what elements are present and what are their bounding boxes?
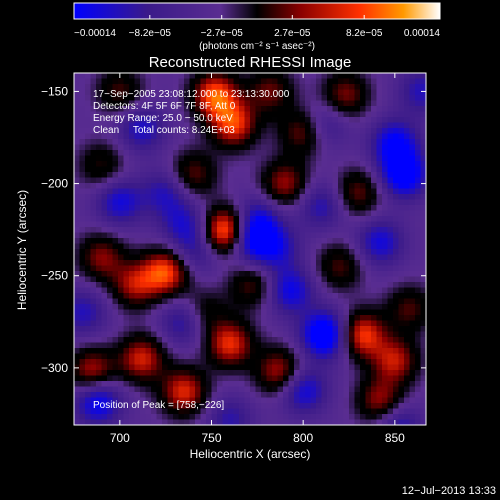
y-tick-label: −300 — [41, 361, 68, 375]
x-tick-label: 750 — [201, 431, 221, 445]
plot-frame — [73, 72, 427, 426]
colorbar-ticks — [73, 15, 441, 19]
footer-timestamp: 12−Jul−2013 13:33 — [402, 485, 496, 497]
colorbar-tick-label: −0.00014 — [74, 28, 116, 39]
colorbar-tick-label: −2.7e−05 — [201, 28, 244, 39]
colorbar-tick-label: 8.2e−05 — [346, 28, 383, 39]
y-tick-label: −250 — [41, 269, 68, 283]
colorbar-tick-label: −8.2e−05 — [129, 28, 172, 39]
x-tick-label: 700 — [110, 431, 130, 445]
x-tick-label: 800 — [293, 431, 313, 445]
colorbar-units: (photons cm⁻² s⁻¹ asec⁻²) — [199, 41, 315, 52]
colorbar — [73, 2, 441, 20]
colorbar-tick-label: 0.00014 — [404, 28, 441, 39]
peak-annotation: Position of Peak = [758,−226] — [93, 400, 224, 411]
y-axis-ticks: −150 −200 −250 −300 — [41, 84, 426, 375]
annotation-energy: Energy Range: 25.0 − 50.0 keV — [93, 113, 233, 124]
heatmap-image — [74, 73, 426, 425]
y-tick-label: −200 — [41, 177, 68, 191]
colorbar-tick-labels: −0.00014 −8.2e−05 −2.7e−05 2.7e−05 8.2e−05 0.… — [74, 28, 440, 39]
y-tick-label: −150 — [41, 84, 68, 98]
annotation-counts: Clean Total counts: 8.24E+03 — [93, 125, 235, 136]
x-axis-label: Heliocentric X (arcsec) — [190, 447, 311, 461]
chart-title: Reconstructed RHESSI Image — [149, 54, 352, 71]
x-axis-ticks: 700 750 800 850 — [110, 73, 405, 445]
annotation-time: 17−Sep−2005 23:08:12.000 to 23:13:30.000 — [93, 89, 290, 100]
y-axis-label: Heliocentric Y (arcsec) — [15, 190, 29, 310]
colorbar-tick-label: 2.7e−05 — [274, 28, 311, 39]
annotation-detectors: Detectors: 4F 5F 6F 7F 8F, Att 0 — [93, 101, 236, 112]
x-tick-label: 850 — [385, 431, 405, 445]
